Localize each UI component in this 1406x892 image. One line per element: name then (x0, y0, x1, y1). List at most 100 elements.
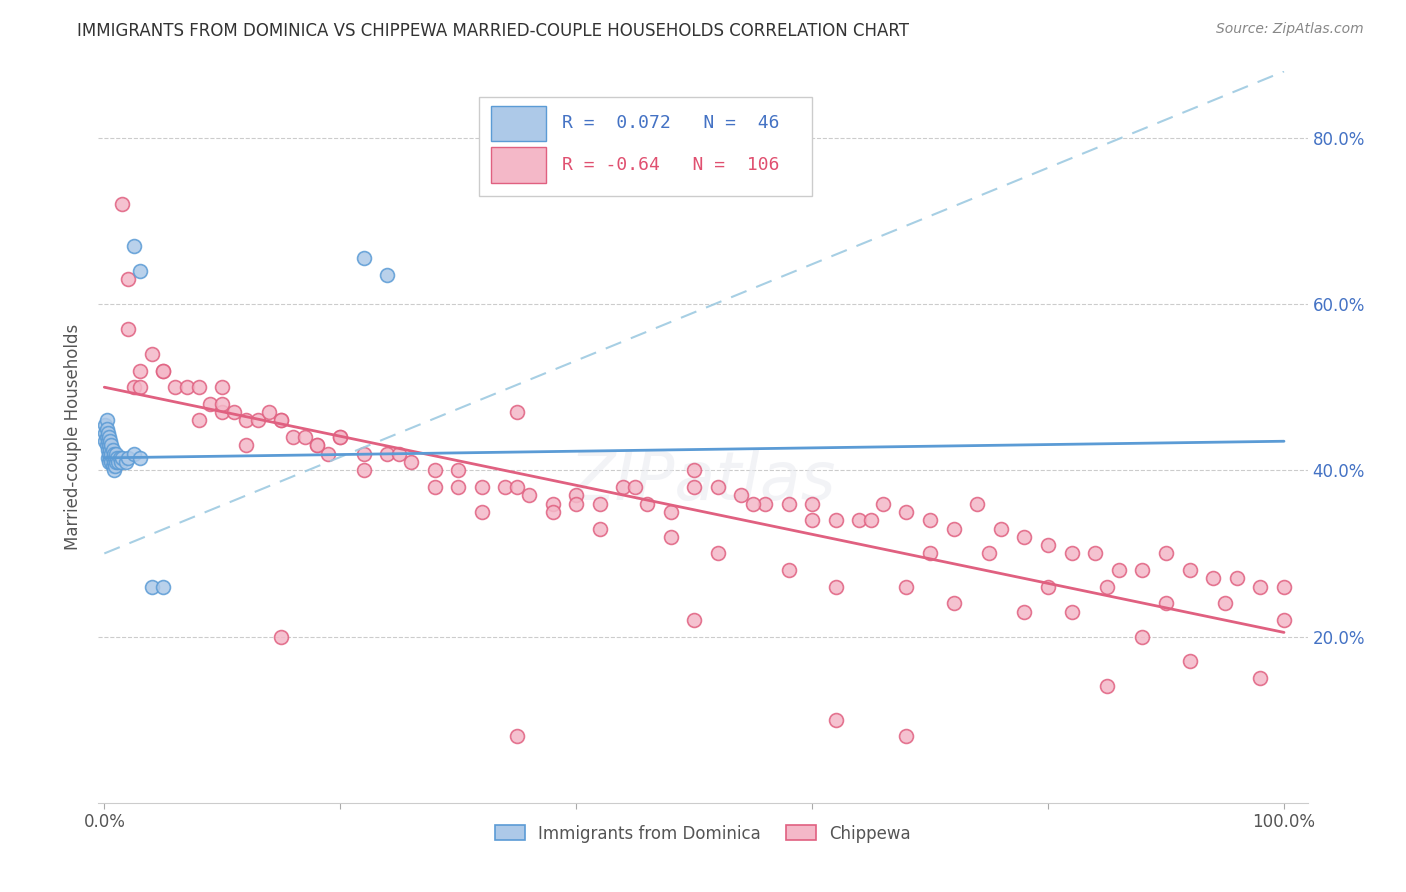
Point (122, 380, 145, 394)
Point (294, 430, 316, 444)
Point (165, 380, 187, 394)
Point (104, 450, 127, 465)
Point (103, 447, 125, 461)
Point (824, 513, 846, 527)
Point (1226, 571, 1249, 585)
Point (246, 413, 269, 427)
Point (1249, 671, 1271, 685)
Point (1178, 655, 1201, 669)
Point (105, 450, 128, 465)
Point (990, 521, 1012, 535)
Point (259, 405, 281, 419)
Point (122, 239, 145, 253)
Point (353, 463, 375, 477)
Point (122, 447, 145, 461)
Point (1132, 630, 1154, 644)
Point (896, 729, 918, 743)
Point (1095, 580, 1118, 594)
Point (101, 442, 124, 457)
Point (801, 497, 824, 511)
Point (1202, 571, 1225, 585)
Point (920, 546, 942, 560)
Point (152, 363, 174, 377)
Point (860, 513, 883, 527)
Point (517, 488, 540, 502)
Point (152, 363, 174, 377)
Point (447, 463, 470, 477)
Point (98, 438, 121, 452)
Point (101, 459, 124, 474)
Point (103, 455, 125, 469)
Point (920, 513, 942, 527)
FancyBboxPatch shape (479, 97, 811, 195)
Point (754, 497, 776, 511)
Point (98, 434, 121, 449)
Point (565, 497, 588, 511)
Point (141, 347, 163, 361)
Point (1014, 530, 1036, 544)
Point (100, 455, 122, 469)
Text: ZIPatlas: ZIPatlas (569, 448, 837, 514)
Point (176, 380, 198, 394)
Point (447, 480, 470, 494)
Point (977, 546, 1000, 560)
Point (318, 447, 340, 461)
Point (329, 430, 352, 444)
Point (305, 438, 328, 452)
Point (107, 455, 129, 469)
Point (117, 272, 139, 286)
Point (506, 405, 529, 419)
Point (96, 413, 118, 427)
Point (778, 563, 800, 577)
Point (896, 580, 918, 594)
Point (235, 413, 257, 427)
Point (97, 425, 120, 440)
Point (97, 450, 120, 465)
Point (117, 450, 139, 465)
Point (1272, 580, 1295, 594)
Point (942, 596, 965, 610)
Point (399, 455, 422, 469)
Point (659, 530, 682, 544)
Point (97, 434, 120, 449)
Point (1154, 596, 1177, 610)
Point (211, 397, 233, 411)
Point (200, 397, 222, 411)
Point (1060, 605, 1083, 619)
Point (110, 455, 132, 469)
Point (152, 580, 174, 594)
Point (824, 713, 846, 727)
Point (506, 729, 529, 743)
Text: R = -0.64   N =  106: R = -0.64 N = 106 (561, 156, 779, 174)
Point (111, 197, 134, 211)
Point (541, 505, 564, 519)
Point (612, 480, 634, 494)
Point (96, 430, 118, 444)
Point (896, 505, 918, 519)
Point (353, 447, 375, 461)
Point (187, 380, 209, 394)
Point (683, 480, 706, 494)
Point (388, 447, 411, 461)
Point (706, 480, 728, 494)
Point (1132, 563, 1154, 577)
Point (683, 463, 706, 477)
Point (423, 463, 446, 477)
Point (98, 442, 121, 457)
Point (1108, 563, 1130, 577)
Point (101, 450, 124, 465)
Text: IMMIGRANTS FROM DOMINICA VS CHIPPEWA MARRIED-COUPLE HOUSEHOLDS CORRELATION CHART: IMMIGRANTS FROM DOMINICA VS CHIPPEWA MAR… (77, 22, 910, 40)
Point (94, 434, 117, 449)
Point (128, 363, 150, 377)
Point (966, 497, 988, 511)
Point (872, 497, 894, 511)
Point (270, 630, 292, 644)
Point (270, 413, 292, 427)
Point (117, 322, 139, 336)
Point (824, 580, 846, 594)
Point (778, 497, 800, 511)
Point (103, 463, 125, 477)
Point (589, 497, 612, 511)
Point (353, 252, 375, 266)
Point (105, 447, 128, 461)
